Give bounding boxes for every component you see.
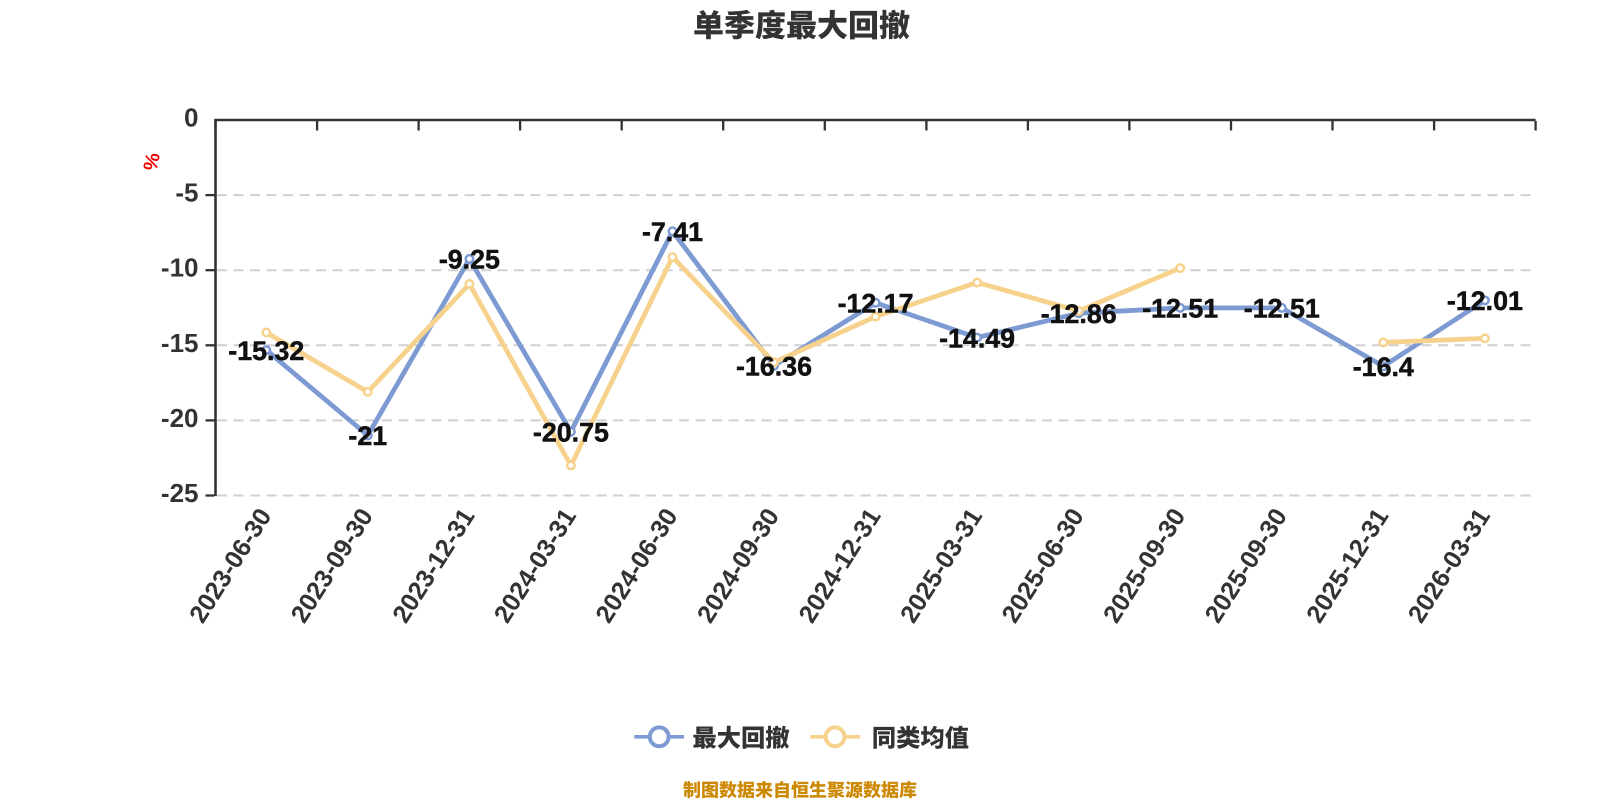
svg-text:-14.49: -14.49	[939, 323, 1015, 353]
svg-text:-21: -21	[348, 421, 387, 451]
svg-text:-20: -20	[161, 403, 199, 433]
svg-text:-5: -5	[175, 178, 198, 208]
svg-text:-12.51: -12.51	[1142, 294, 1218, 324]
svg-text:-15: -15	[161, 328, 199, 358]
svg-text:-12.51: -12.51	[1244, 294, 1320, 324]
svg-text:-25: -25	[161, 478, 199, 508]
svg-text:-15.32: -15.32	[228, 336, 304, 366]
svg-text:-16.36: -16.36	[736, 351, 812, 381]
svg-text:-20.75: -20.75	[533, 417, 609, 447]
svg-text:0: 0	[184, 103, 198, 133]
svg-text:%: %	[140, 151, 165, 173]
svg-text:-12.17: -12.17	[838, 289, 914, 319]
svg-text:-7.41: -7.41	[642, 217, 703, 247]
svg-text:-16.4: -16.4	[1353, 352, 1414, 382]
svg-text:-10: -10	[161, 253, 199, 283]
svg-text:-12.86: -12.86	[1041, 299, 1117, 329]
svg-text:-9.25: -9.25	[439, 245, 500, 275]
svg-text:-12.01: -12.01	[1447, 286, 1523, 316]
